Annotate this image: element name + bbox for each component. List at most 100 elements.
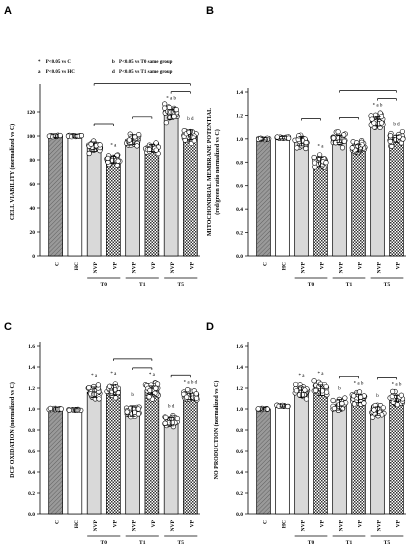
data-point: [185, 387, 191, 393]
data-point: [303, 396, 310, 402]
y-axis-label: CELL VIABILITY (normalized vs C): [9, 124, 16, 220]
bar-vp: [106, 159, 121, 257]
y-tick-label: 0.4: [28, 470, 35, 476]
x-tick-label: C: [55, 262, 61, 266]
data-point: [162, 105, 168, 111]
x-tick-label: NVP: [339, 519, 345, 531]
data-point: [398, 392, 404, 398]
y-tick-label: 120: [27, 110, 36, 116]
x-tick-label: C: [263, 520, 269, 524]
significance-label: * a: [299, 374, 306, 379]
bar-vp: [144, 389, 160, 515]
group-label: T0: [308, 540, 315, 546]
panel-b: B MITOCHONDRIAL MEMBRANE POTENTIAL (red/gr…: [206, 5, 406, 288]
y-tick-label: 0.2: [28, 491, 35, 497]
significance-label: * a b d: [184, 380, 198, 385]
x-tick-label: VP: [396, 261, 402, 269]
data-point: [152, 390, 158, 396]
x-tick-label: NVP: [93, 261, 99, 273]
legend-text-t0: P<0.05 vs T0 same group: [119, 60, 173, 65]
significance-label: b: [131, 393, 134, 398]
group-label: T1: [346, 540, 353, 546]
y-axis-label: NO PRODUCTION (normalized vs C): [213, 381, 220, 480]
group-label: T5: [178, 540, 185, 546]
data-point: [136, 132, 142, 138]
data-point: [339, 400, 345, 407]
y-tick-label: 1.2: [236, 386, 243, 392]
data-point: [264, 406, 270, 412]
group-label: T0: [101, 282, 108, 288]
significance-label: * a: [91, 374, 98, 379]
significance-label: * a: [110, 372, 117, 377]
group-label: T5: [178, 282, 185, 288]
bar-c: [256, 408, 271, 515]
data-point: [126, 137, 133, 143]
data-point: [163, 120, 169, 126]
y-tick-label: 1.0: [236, 407, 243, 413]
x-tick-label: NVP: [170, 261, 176, 273]
y-tick-label: 0.6: [236, 184, 243, 190]
y-tick-label: 1.4: [236, 365, 243, 371]
x-tick-label: VP: [189, 519, 195, 527]
x-tick-label: VP: [320, 519, 326, 527]
data-point: [86, 150, 92, 157]
data-point: [86, 384, 92, 391]
y-tick-label: 1.6: [236, 344, 243, 350]
data-point: [379, 120, 385, 126]
panel-letter-c: C: [4, 321, 12, 333]
x-tick-label: C: [55, 520, 61, 524]
significance-label: * a b: [166, 97, 176, 102]
data-point: [302, 387, 308, 393]
data-point: [173, 107, 179, 113]
y-axis-label-line: (red/green ratio normalized vs C): [214, 129, 221, 214]
y-tick-label: 0.2: [236, 231, 243, 237]
data-point: [335, 129, 341, 135]
data-point: [66, 407, 72, 413]
y-tick-label: 1.4: [236, 90, 243, 96]
data-point: [105, 155, 111, 161]
data-point: [323, 160, 329, 166]
bar-nvp: [125, 410, 140, 515]
data-point: [274, 134, 280, 140]
legend-item-hc: a P<0.05 vs HC: [38, 70, 75, 75]
data-point: [311, 378, 317, 384]
data-point: [171, 113, 177, 120]
data-point: [380, 405, 386, 411]
data-point: [293, 388, 300, 394]
data-point: [387, 138, 393, 145]
data-point: [135, 406, 141, 412]
y-tick-label: 0.8: [236, 160, 243, 166]
group-label: T0: [308, 282, 315, 288]
data-point: [341, 132, 347, 138]
significance-label: * a b: [373, 104, 383, 109]
significance-label: * a: [149, 373, 156, 378]
bar-nvp: [163, 421, 179, 515]
data-point: [115, 158, 121, 164]
x-tick-label: VP: [112, 261, 118, 269]
data-point: [153, 140, 159, 146]
data-point: [113, 395, 119, 401]
significance-label: * a: [318, 372, 325, 377]
data-point: [371, 120, 377, 126]
x-tick-label: VP: [151, 261, 157, 269]
y-tick-label: 1.2: [236, 113, 243, 119]
bar-vp: [351, 398, 366, 515]
x-tick-label: NVP: [93, 519, 99, 531]
y-tick-label: 40: [30, 206, 36, 212]
y-axis-label: MITOCHONDRIAL MEMBRANE POTENTIAL (red/gre…: [207, 108, 221, 236]
legend-text-c: P<0.05 vs C: [46, 60, 72, 65]
data-point: [331, 135, 337, 141]
bar-nvp: [370, 410, 385, 515]
panel-letter-d: D: [206, 321, 214, 333]
y-tick-label: 20: [30, 230, 36, 236]
data-point: [351, 393, 357, 399]
x-tick-label: VP: [320, 261, 326, 269]
panel-letter-b: B: [206, 5, 214, 17]
bar-nvp: [125, 139, 140, 257]
significance-label: b d: [393, 122, 400, 127]
bar-vp: [106, 389, 121, 515]
data-point: [313, 387, 319, 393]
y-tick-label: 0.8: [236, 428, 243, 434]
group-label: T5: [384, 282, 391, 288]
y-tick-label: 0.0: [236, 254, 243, 260]
